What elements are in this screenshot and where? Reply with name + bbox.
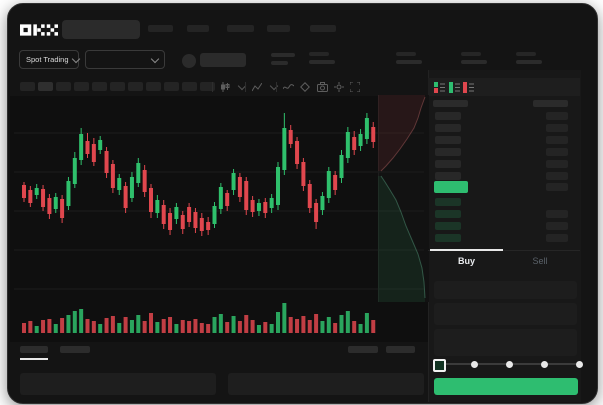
nav-item[interactable]: [227, 25, 254, 32]
interval-button[interactable]: [146, 82, 161, 91]
bottom-panel-placeholder: [228, 373, 424, 395]
book-split-icon[interactable]: [434, 82, 445, 93]
slider-stop-dot[interactable]: [576, 361, 583, 368]
tab-row-divider: [428, 250, 580, 251]
bottom-active-tab-underline: [20, 358, 48, 360]
bid-amount-placeholder[interactable]: [546, 210, 568, 218]
interval-button[interactable]: [182, 82, 197, 91]
bottom-tab[interactable]: [386, 346, 415, 353]
ask-amount-placeholder[interactable]: [546, 136, 568, 144]
nav-item[interactable]: [187, 25, 209, 32]
ask-price-placeholder[interactable]: [435, 160, 461, 168]
price-chart[interactable]: [7, 3, 598, 404]
stat-value-placeholder: [461, 60, 487, 64]
ask-amount-placeholder[interactable]: [546, 112, 568, 120]
stat-value-placeholder: [516, 60, 542, 64]
last-price-bar[interactable]: [434, 181, 468, 193]
interval-button[interactable]: [74, 82, 89, 91]
stat-value-placeholder: [309, 60, 335, 64]
nav-item[interactable]: [148, 25, 173, 32]
interval-button[interactable]: [110, 82, 125, 91]
price-change-placeholder: [271, 61, 288, 65]
market-type-selector[interactable]: Spot Trading: [19, 50, 80, 69]
bottom-panel-placeholder: [20, 373, 216, 395]
submit-buy-button[interactable]: [434, 378, 578, 395]
active-tab-underline: [430, 249, 503, 251]
draw-pencil-icon[interactable]: [300, 82, 310, 92]
book-bids-icon[interactable]: [449, 82, 460, 93]
slider-stop-dot[interactable]: [541, 361, 548, 368]
bottom-tab[interactable]: [348, 346, 378, 353]
okx-logo: [20, 24, 58, 36]
ask-amount-placeholder[interactable]: [546, 148, 568, 156]
order-input[interactable]: [434, 329, 577, 356]
tab-buy[interactable]: Buy: [457, 256, 475, 266]
candle-type-icon[interactable]: [220, 82, 230, 92]
interval-button[interactable]: [200, 82, 215, 91]
bid-amount-placeholder[interactable]: [546, 234, 568, 242]
order-input[interactable]: [434, 303, 577, 325]
tab-sell[interactable]: Sell: [532, 256, 548, 266]
book-header-placeholder: [533, 100, 568, 107]
stat-label-placeholder: [396, 52, 416, 56]
book-header-placeholder: [433, 100, 468, 107]
stat-value-placeholder: [396, 60, 422, 64]
camera-icon[interactable]: [317, 82, 328, 92]
interval-button[interactable]: [92, 82, 107, 91]
interval-button[interactable]: [38, 82, 53, 91]
coin-avatar: [182, 54, 196, 68]
bid-price-placeholder[interactable]: [435, 222, 461, 230]
ask-price-placeholder[interactable]: [435, 124, 461, 132]
pair-name-placeholder: [200, 53, 246, 67]
indicator-icon[interactable]: [252, 83, 262, 92]
order-input[interactable]: [434, 281, 577, 299]
ask-amount-placeholder[interactable]: [546, 160, 568, 168]
interval-button[interactable]: [20, 82, 35, 91]
ask-amount-placeholder[interactable]: [546, 172, 568, 180]
slider-handle[interactable]: [433, 359, 446, 372]
slider-stop-dot[interactable]: [471, 361, 478, 368]
ask-amount-placeholder[interactable]: [546, 124, 568, 132]
market-type-label: Spot Trading: [26, 55, 69, 64]
book-asks-icon[interactable]: [463, 82, 474, 93]
slider-stop-dot[interactable]: [506, 361, 513, 368]
interval-button[interactable]: [56, 82, 71, 91]
nav-item[interactable]: [267, 25, 290, 32]
ask-price-placeholder[interactable]: [435, 172, 461, 180]
ask-price-placeholder[interactable]: [435, 148, 461, 156]
amount-placeholder: [546, 183, 568, 191]
depth-chart-background: [378, 95, 429, 302]
bottom-tab[interactable]: [60, 346, 90, 353]
nav-item[interactable]: [310, 25, 336, 32]
bid-price-placeholder[interactable]: [435, 198, 461, 206]
last-price-placeholder: [271, 53, 295, 57]
interval-button[interactable]: [128, 82, 143, 91]
ask-price-placeholder[interactable]: [435, 112, 461, 120]
line-tool-icon[interactable]: [283, 84, 294, 91]
bid-price-placeholder[interactable]: [435, 210, 461, 218]
stat-label-placeholder: [309, 52, 329, 56]
stat-label-placeholder: [516, 52, 536, 56]
ask-price-placeholder[interactable]: [435, 136, 461, 144]
bid-amount-placeholder[interactable]: [546, 222, 568, 230]
search-input[interactable]: [62, 20, 140, 39]
bid-price-placeholder[interactable]: [435, 234, 461, 242]
interval-button[interactable]: [164, 82, 179, 91]
app-window: Spot Trading: [7, 3, 598, 404]
bottom-tab[interactable]: [20, 346, 48, 353]
stat-label-placeholder: [461, 52, 481, 56]
settings-gear-icon[interactable]: [334, 82, 344, 92]
pair-selector-dropdown[interactable]: [85, 50, 165, 69]
